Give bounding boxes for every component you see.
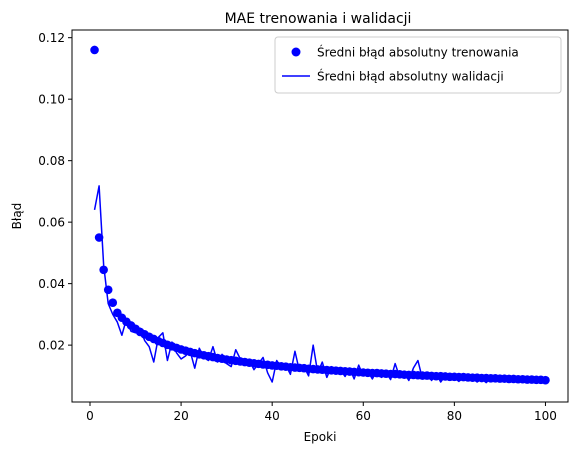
legend-label-validation: Średni błąd absolutny walidacji: [317, 69, 504, 84]
x-axis-label: Epoki: [304, 430, 337, 444]
x-tick-label: 40: [265, 409, 280, 423]
y-tick-label: 0.10: [38, 93, 65, 107]
x-tick-label: 80: [447, 409, 462, 423]
x-tick-label: 60: [356, 409, 371, 423]
training-point: [94, 233, 104, 242]
x-tick-label: 0: [86, 409, 94, 423]
training-point: [99, 265, 108, 275]
chart-title: MAE trenowania i walidacji: [225, 11, 412, 27]
legend: Średni błąd absolutny trenowania Średni …: [274, 36, 562, 94]
x-tick-label: 100: [534, 409, 557, 423]
training-point: [108, 298, 118, 308]
y-axis: 0.02 0.04 0.06 0.08 0.10 0.12: [38, 31, 72, 353]
y-axis-label: Błąd: [10, 203, 24, 230]
legend-marker-training: [291, 47, 301, 57]
training-point: [90, 45, 99, 55]
axes-frame: [71, 29, 569, 403]
training-point: [541, 375, 550, 385]
y-tick-label: 0.04: [38, 277, 65, 291]
y-tick-label: 0.06: [38, 216, 65, 230]
y-tick-label: 0.02: [38, 339, 65, 353]
training-point: [103, 285, 113, 295]
x-tick-label: 20: [173, 409, 188, 423]
validation-line: [93, 185, 546, 384]
legend-label-training: Średni błąd absolutny trenowania: [317, 45, 519, 60]
y-tick-label: 0.08: [38, 154, 65, 168]
plot-area: [90, 45, 550, 385]
y-tick-label: 0.12: [38, 31, 65, 45]
legend-box: [274, 36, 562, 94]
x-axis: 0 20 40 60 80 100: [86, 402, 557, 423]
